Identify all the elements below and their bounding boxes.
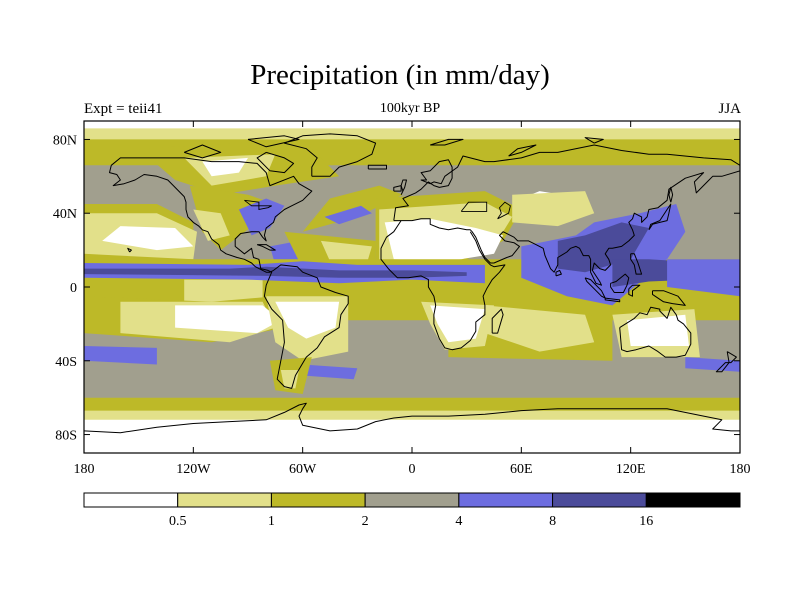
colorbar-label: 1 [268,514,275,529]
precip-region-46 [685,357,740,372]
coastline-8 [393,185,402,192]
colorbar-box-0 [83,492,179,508]
inland-water-outline-2 [244,199,272,211]
coastline-15 [652,290,686,306]
coastline-9 [367,164,387,170]
x-tick-label: 60W [289,462,317,477]
precip-region-28 [84,266,467,278]
y-tick-label: 40N [53,207,77,222]
precip-region-39 [275,301,340,339]
coastline-26 [668,186,674,203]
inland-water-outline-0 [497,201,511,220]
precip-region-19 [320,240,372,265]
coastline-13 [610,273,630,293]
precip-region-41 [430,305,485,343]
colorbar-label: 2 [362,514,369,529]
x-tick-label: 60E [510,462,533,477]
map-field [84,121,740,453]
precip-region-37 [175,305,281,334]
precip-region-32 [667,259,740,297]
precip-region-48 [280,370,299,389]
colorbar-label: 16 [639,514,653,529]
chart-subtitle: 100kyr BP [379,101,441,116]
coastline-2 [393,144,740,221]
y-tick-label: 80S [55,429,77,444]
x-tick-label: 180 [74,462,95,477]
precip-region-14 [238,198,285,236]
precip-region-34 [484,305,595,352]
coastline-23 [584,137,604,144]
x-tick-label: 0 [409,462,416,477]
precip-region-44 [84,346,157,365]
coastline-11 [648,203,672,231]
x-tick-label: 120W [176,462,211,477]
colorbar: 0.5 1 2 4 8 16 [83,492,741,529]
x-tick-label: 180 [730,462,751,477]
coastline-21 [184,144,222,159]
coastline-24 [430,138,464,146]
precip-region-13 [193,209,230,241]
experiment-label: Expt = teii41 [84,101,163,117]
colorbar-box-3 [364,492,460,508]
chart-title: Precipitation (in mm/day) [250,59,550,91]
colorbar-label: 8 [549,514,556,529]
coastline-25 [508,144,537,157]
x-tick-label: 120E [616,462,646,477]
precip-region-5 [84,419,740,453]
coastlines [84,133,740,434]
map-axes: 80N 40N 0 40S 80S 180 120W 60W 0 60E 120E 180 [53,121,751,477]
coastline-6 [84,402,740,434]
precip-region-8 [202,157,248,177]
coastline-17 [630,253,643,275]
coastline-16 [604,297,621,303]
colorbar-box-1 [177,492,272,508]
colorbar-box-6 [645,492,741,508]
inland-water-outline-1 [460,201,488,212]
colorbar-box-2 [270,492,366,508]
coastline-18 [715,351,737,373]
coastline-27 [555,269,562,277]
y-tick-label: 0 [70,281,77,296]
coastline-10 [491,308,504,334]
coastline-5 [619,306,692,358]
precip-region-45 [302,364,358,380]
season-label: JJA [718,101,741,117]
precip-region-24 [512,191,595,227]
colorbar-box-5 [552,492,647,508]
precip-region-22 [384,218,504,262]
colorbar-label: 0.5 [169,514,187,529]
coastline-0 [109,157,349,389]
precip-region-11 [102,226,194,251]
precip-region-17 [324,205,372,225]
y-tick-label: 80N [53,133,77,148]
y-tick-label: 40S [55,355,77,370]
coastline-4 [380,220,506,351]
coastline-20 [256,151,295,174]
colorbar-box-4 [458,492,554,508]
coastline-19 [256,244,276,251]
coastline-7 [400,179,407,196]
coastline-12 [584,277,606,299]
colorbar-label: 4 [455,514,462,529]
coastline-3 [393,170,740,286]
precip-region-43 [627,314,689,346]
coastline-14 [628,284,641,297]
coastline-22 [247,135,300,148]
coastline-28 [127,247,132,253]
coastline-1 [283,133,377,177]
